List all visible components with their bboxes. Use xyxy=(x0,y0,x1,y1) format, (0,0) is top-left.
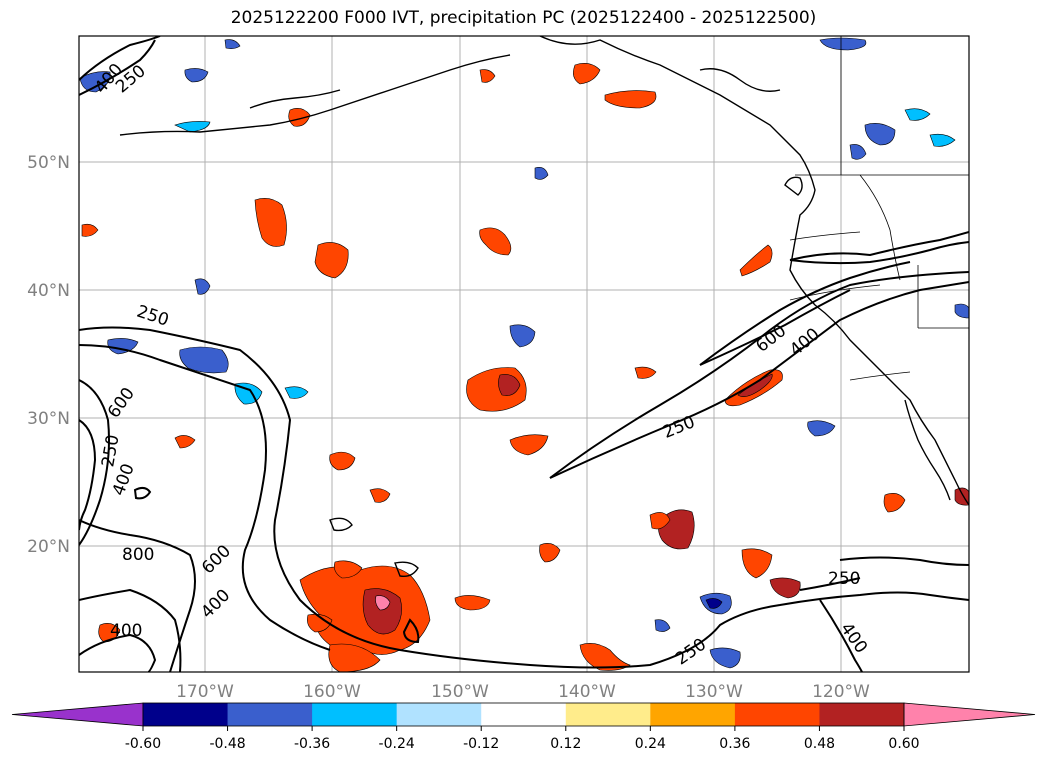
precip-negative-areas xyxy=(79,37,969,669)
colorbar-tick-label: 0.12 xyxy=(550,736,581,752)
colorbar: -0.60 -0.48 -0.36 -0.24 -0.12 0.12 0.24 0.36 0.4… xyxy=(11,702,1036,752)
colorbar-extend-min xyxy=(11,702,144,727)
latitude-label: 40°N xyxy=(27,281,70,301)
ivt-contours xyxy=(79,36,969,672)
map-border xyxy=(78,35,970,673)
longitude-label: 120°W xyxy=(812,682,870,702)
colorbar-extend-max xyxy=(903,702,1036,727)
map-title: 2025122200 F000 IVT, precipitation PC (2… xyxy=(230,8,817,28)
colorbar-segment xyxy=(481,703,567,726)
latitude-label: 20°N xyxy=(27,537,70,557)
contour-label: 250 xyxy=(828,569,860,589)
contour-label: 400 xyxy=(110,621,142,641)
coastlines xyxy=(119,36,969,578)
colorbar-tick-label: -0.60 xyxy=(125,736,161,752)
colorbar-segment xyxy=(227,703,313,726)
colorbar-tick-label: 0.24 xyxy=(635,736,666,752)
colorbar-segment xyxy=(734,703,820,726)
colorbar-segment xyxy=(819,703,905,726)
contour-label: 800 xyxy=(122,545,154,565)
colorbar-tick-label: -0.36 xyxy=(294,736,330,752)
colorbar-tick-label: -0.24 xyxy=(379,736,415,752)
precip-positive-areas xyxy=(81,63,969,672)
colorbar-frame xyxy=(142,702,905,727)
colorbar-segment xyxy=(312,703,398,726)
borders xyxy=(789,36,969,381)
longitude-label: 150°W xyxy=(431,682,489,702)
longitude-label: 130°W xyxy=(685,682,743,702)
colorbar-tick-label: -0.12 xyxy=(463,736,499,752)
map-area xyxy=(79,36,969,672)
longitude-label: 140°W xyxy=(558,682,616,702)
colorbar-tick-label: 0.48 xyxy=(804,736,835,752)
latitude-label: 30°N xyxy=(27,409,70,429)
latitude-label: 50°N xyxy=(27,153,70,173)
colorbar-segment xyxy=(565,703,651,726)
colorbar-tick-label: -0.48 xyxy=(209,736,245,752)
colorbar-segment xyxy=(396,703,482,726)
longitude-label: 170°W xyxy=(176,682,234,702)
colorbar-segment xyxy=(650,703,736,726)
colorbar-tick-label: 0.36 xyxy=(719,736,750,752)
colorbar-tick-label: 0.60 xyxy=(888,736,919,752)
colorbar-segment xyxy=(143,703,229,726)
longitude-label: 160°W xyxy=(303,682,361,702)
